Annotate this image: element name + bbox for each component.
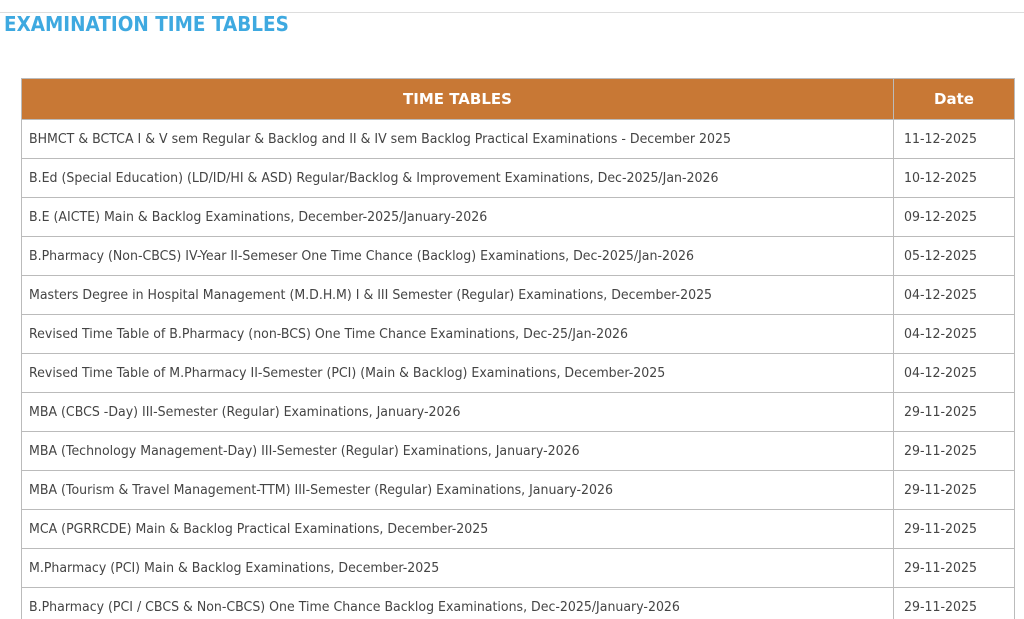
table-row: MCA (PGRRCDE) Main & Backlog Practical E…	[21, 509, 1015, 549]
timetable-date: 05-12-2025	[893, 236, 1015, 276]
timetable-title[interactable]: MBA (Tourism & Travel Management-TTM) II…	[29, 482, 613, 498]
date-text: 05-12-2025	[904, 248, 977, 264]
timetable-title[interactable]: MBA (CBCS -Day) III-Semester (Regular) E…	[29, 404, 461, 420]
date-text: 04-12-2025	[904, 287, 977, 303]
timetable-date: 29-11-2025	[893, 470, 1015, 510]
table-row: MBA (Tourism & Travel Management-TTM) II…	[21, 470, 1015, 510]
table-row: MBA (Technology Management-Day) III-Seme…	[21, 431, 1015, 471]
timetable-title[interactable]: B.Pharmacy (PCI / CBCS & Non-CBCS) One T…	[29, 599, 680, 615]
header-date: Date	[893, 78, 1015, 120]
timetable-link[interactable]: Revised Time Table of M.Pharmacy II-Seme…	[21, 353, 894, 393]
table-row: Revised Time Table of B.Pharmacy (non-BC…	[21, 314, 1015, 354]
table-row: MBA (CBCS -Day) III-Semester (Regular) E…	[21, 392, 1015, 432]
timetable-date: 04-12-2025	[893, 353, 1015, 393]
timetable-link[interactable]: M.Pharmacy (PCI) Main & Backlog Examinat…	[21, 548, 894, 588]
timetable-title[interactable]: B.Ed (Special Education) (LD/ID/HI & ASD…	[29, 170, 719, 186]
date-text: 29-11-2025	[904, 521, 977, 537]
timetable-link[interactable]: BHMCT & BCTCA I & V sem Regular & Backlo…	[21, 119, 894, 159]
timetable-link[interactable]: B.E (AICTE) Main & Backlog Examinations,…	[21, 197, 894, 237]
top-divider	[0, 12, 1024, 13]
table-row: BHMCT & BCTCA I & V sem Regular & Backlo…	[21, 119, 1015, 159]
timetable-link[interactable]: B.Pharmacy (Non-CBCS) IV-Year II-Semeser…	[21, 236, 894, 276]
date-text: 29-11-2025	[904, 443, 977, 459]
timetable-title[interactable]: Revised Time Table of B.Pharmacy (non-BC…	[29, 326, 629, 342]
timetable-link[interactable]: MBA (Tourism & Travel Management-TTM) II…	[21, 470, 894, 510]
table-row: Masters Degree in Hospital Management (M…	[21, 275, 1015, 315]
timetable-link[interactable]: MBA (CBCS -Day) III-Semester (Regular) E…	[21, 392, 894, 432]
date-text: 29-11-2025	[904, 599, 977, 615]
timetable-date: 09-12-2025	[893, 197, 1015, 237]
date-text: 29-11-2025	[904, 404, 977, 420]
table-row: B.E (AICTE) Main & Backlog Examinations,…	[21, 197, 1015, 237]
table-row: B.Pharmacy (PCI / CBCS & Non-CBCS) One T…	[21, 587, 1015, 619]
table-header-row: TIME TABLES Date	[21, 78, 1015, 120]
timetable-title[interactable]: Revised Time Table of M.Pharmacy II-Seme…	[29, 365, 666, 381]
date-text: 10-12-2025	[904, 170, 977, 186]
timetable-date: 04-12-2025	[893, 275, 1015, 315]
timetable-date: 29-11-2025	[893, 587, 1015, 619]
date-text: 29-11-2025	[904, 482, 977, 498]
timetable-date: 29-11-2025	[893, 431, 1015, 471]
timetable-title[interactable]: M.Pharmacy (PCI) Main & Backlog Examinat…	[29, 560, 440, 576]
table-row: Revised Time Table of M.Pharmacy II-Seme…	[21, 353, 1015, 393]
timetable-date: 11-12-2025	[893, 119, 1015, 159]
timetable-date: 29-11-2025	[893, 548, 1015, 588]
timetable-link[interactable]: Revised Time Table of B.Pharmacy (non-BC…	[21, 314, 894, 354]
timetable-date: 10-12-2025	[893, 158, 1015, 198]
timetable-link[interactable]: Masters Degree in Hospital Management (M…	[21, 275, 894, 315]
timetable-date: 29-11-2025	[893, 509, 1015, 549]
table-row: B.Ed (Special Education) (LD/ID/HI & ASD…	[21, 158, 1015, 198]
page-title: EXAMINATION TIME TABLES	[4, 12, 289, 36]
timetable-link[interactable]: B.Ed (Special Education) (LD/ID/HI & ASD…	[21, 158, 894, 198]
table-row: B.Pharmacy (Non-CBCS) IV-Year II-Semeser…	[21, 236, 1015, 276]
date-text: 04-12-2025	[904, 326, 977, 342]
date-text: 09-12-2025	[904, 209, 977, 225]
timetable-title[interactable]: Masters Degree in Hospital Management (M…	[29, 287, 713, 303]
date-text: 29-11-2025	[904, 560, 977, 576]
timetable-title[interactable]: BHMCT & BCTCA I & V sem Regular & Backlo…	[29, 131, 731, 147]
timetable-link[interactable]: MBA (Technology Management-Day) III-Seme…	[21, 431, 894, 471]
timetable-link[interactable]: MCA (PGRRCDE) Main & Backlog Practical E…	[21, 509, 894, 549]
table-row: M.Pharmacy (PCI) Main & Backlog Examinat…	[21, 548, 1015, 588]
date-text: 11-12-2025	[904, 131, 977, 147]
timetable-link[interactable]: B.Pharmacy (PCI / CBCS & Non-CBCS) One T…	[21, 587, 894, 619]
date-text: 04-12-2025	[904, 365, 977, 381]
timetable-date: 04-12-2025	[893, 314, 1015, 354]
timetable-table: TIME TABLES Date BHMCT & BCTCA I & V sem…	[21, 78, 1015, 619]
timetable-date: 29-11-2025	[893, 392, 1015, 432]
timetable-title[interactable]: MBA (Technology Management-Day) III-Seme…	[29, 443, 580, 459]
header-time-tables: TIME TABLES	[21, 78, 894, 120]
timetable-title[interactable]: B.Pharmacy (Non-CBCS) IV-Year II-Semeser…	[29, 248, 694, 264]
timetable-title[interactable]: B.E (AICTE) Main & Backlog Examinations,…	[29, 209, 488, 225]
timetable-title[interactable]: MCA (PGRRCDE) Main & Backlog Practical E…	[29, 521, 489, 537]
